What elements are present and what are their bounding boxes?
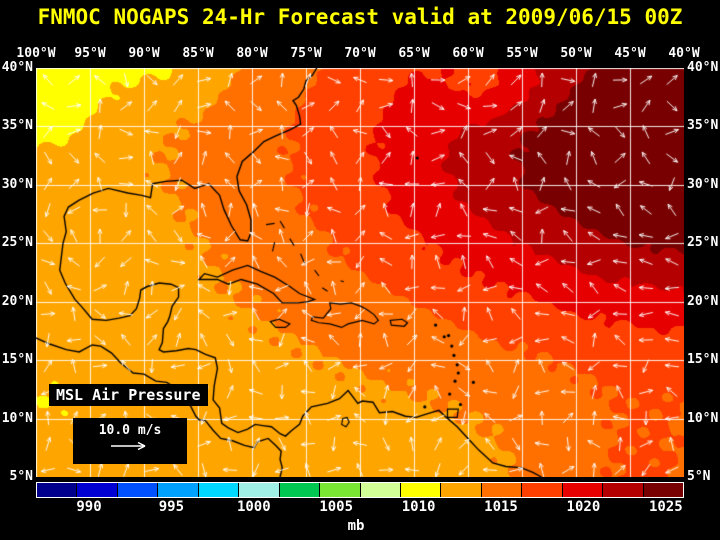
field-label: MSL Air Pressure bbox=[49, 384, 208, 406]
colorbar-tick: 1010 bbox=[401, 499, 436, 515]
colorbar-cell bbox=[77, 483, 118, 497]
lon-label: 65°W bbox=[398, 46, 430, 61]
lat-label: 35°N bbox=[687, 118, 719, 134]
wind-scale-label: 10.0 m/s bbox=[98, 423, 162, 438]
colorbar-cell bbox=[360, 483, 401, 497]
lon-label: 55°W bbox=[506, 46, 538, 61]
lon-label: 60°W bbox=[452, 46, 484, 61]
colorbar-cell bbox=[562, 483, 604, 497]
lat-label: 15°N bbox=[687, 352, 719, 368]
colorbar bbox=[36, 482, 684, 498]
lon-label: 75°W bbox=[290, 46, 322, 61]
lon-label: 80°W bbox=[236, 46, 268, 61]
lat-label: 30°N bbox=[687, 176, 719, 192]
lon-label: 50°W bbox=[560, 46, 592, 61]
lat-label: 35°N bbox=[1, 118, 33, 134]
colorbar-cell bbox=[117, 483, 159, 497]
colorbar-tick: 995 bbox=[158, 499, 185, 515]
lon-label: 100°W bbox=[16, 46, 56, 61]
colorbar-cell bbox=[198, 483, 240, 497]
lat-label: 5°N bbox=[687, 469, 711, 484]
colorbar-tick: 1025 bbox=[648, 499, 683, 515]
lat-label: 20°N bbox=[1, 293, 33, 309]
lat-label: 10°N bbox=[687, 410, 719, 426]
lat-label: 40°N bbox=[1, 60, 33, 75]
colorbar-cell bbox=[603, 483, 644, 497]
lat-label: 30°N bbox=[1, 176, 33, 192]
colorbar-unit-label: mb bbox=[347, 518, 365, 534]
colorbar-tick: 990 bbox=[76, 499, 102, 515]
lat-label: 10°N bbox=[1, 410, 33, 426]
colorbar-tick: 1005 bbox=[319, 499, 354, 515]
lon-label: 95°W bbox=[74, 46, 106, 61]
colorbar-cell bbox=[239, 483, 280, 497]
colorbar-cell bbox=[441, 483, 482, 497]
lon-label: 90°W bbox=[128, 46, 160, 61]
colorbar-tick: 1020 bbox=[566, 499, 601, 515]
lon-label: 85°W bbox=[182, 46, 214, 61]
lat-label: 25°N bbox=[687, 235, 719, 251]
colorbar-cell bbox=[481, 483, 523, 497]
lat-label: 25°N bbox=[1, 235, 33, 251]
lat-label: 15°N bbox=[1, 352, 33, 368]
colorbar-cell bbox=[37, 483, 78, 497]
lat-label: 20°N bbox=[687, 293, 719, 309]
lon-label: 40°W bbox=[668, 46, 700, 61]
colorbar-cell bbox=[400, 483, 442, 497]
wind-scale-arrow-icon bbox=[111, 441, 146, 451]
page-title: FNMOC NOGAPS 24-Hr Forecast valid at 200… bbox=[37, 5, 683, 29]
wind-scale-legend: 10.0 m/s bbox=[73, 418, 187, 464]
colorbar-tick: 1015 bbox=[484, 499, 518, 515]
lon-label: 45°W bbox=[614, 46, 646, 61]
pressure-wind-map-canvas bbox=[36, 68, 684, 477]
lat-label: 5°N bbox=[9, 469, 33, 484]
lon-label: 70°W bbox=[344, 46, 376, 61]
colorbar-cell bbox=[158, 483, 199, 497]
colorbar-cell bbox=[522, 483, 563, 497]
colorbar-cell bbox=[320, 483, 361, 497]
colorbar-cell bbox=[643, 483, 683, 497]
lat-label: 40°N bbox=[687, 60, 719, 75]
colorbar-cell bbox=[279, 483, 321, 497]
colorbar-tick: 1000 bbox=[236, 499, 271, 515]
